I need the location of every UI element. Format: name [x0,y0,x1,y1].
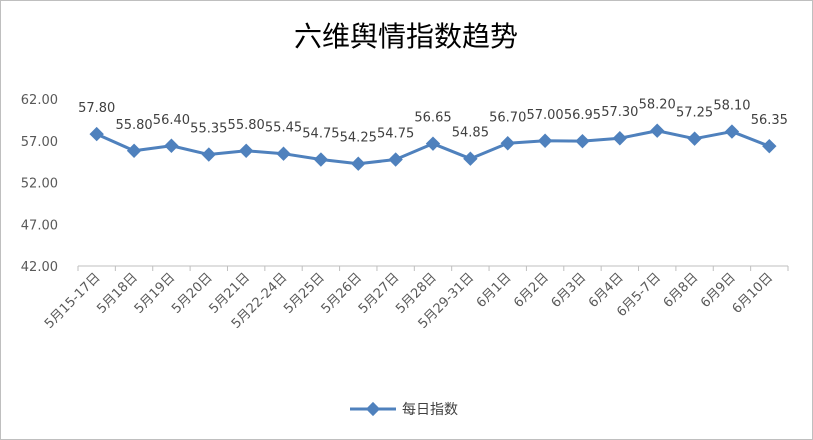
data-label: 56.65 [414,111,451,126]
data-point-marker [500,136,515,151]
data-point-marker [126,143,142,158]
legend-label: 每日指数 [402,402,458,418]
x-tick-label: 5月19日 [132,270,179,317]
data-label: 57.25 [676,106,713,121]
data-point-marker [388,152,403,167]
data-point-marker [687,131,702,146]
data-label: 55.80 [228,118,265,133]
data-point-marker [276,146,291,161]
data-label: 57.30 [601,105,638,120]
data-label: 56.95 [564,108,601,123]
data-label: 56.35 [751,113,788,128]
y-tick-label: 47.00 [21,218,58,233]
x-tick-label: 5月26日 [319,270,366,317]
data-point-marker [650,123,665,138]
data-point-marker [164,138,179,153]
x-tick-label: 5月18日 [94,270,141,317]
data-point-marker [762,138,777,154]
data-label: 58.20 [639,98,676,113]
data-label: 54.75 [302,127,339,142]
series-line-group [89,123,777,171]
data-label: 57.80 [78,101,115,116]
x-tick-label: 6月10日 [730,270,777,317]
x-tick-label: 5月20日 [169,270,216,317]
data-label: 57.00 [526,108,563,123]
data-point-marker [537,133,553,148]
x-tick-label: 5月15-17日 [42,270,104,332]
data-point-marker [351,156,366,171]
data-point-marker [201,147,216,162]
y-tick-label: 42.00 [21,260,58,275]
data-label: 55.80 [115,118,152,133]
legend: 每日指数 [350,401,458,418]
data-label: 55.45 [265,121,302,136]
y-tick-label: 62.00 [21,93,58,108]
x-axis: 5月15-17日5月18日5月19日5月20日5月21日5月22-24日5月25… [42,265,789,332]
data-label: 56.70 [489,110,526,125]
x-tick-label: 5月25日 [281,270,328,317]
data-point-marker [575,133,590,149]
data-point-marker [425,136,441,151]
y-tick-label: 57.00 [21,135,58,150]
data-label: 54.25 [340,131,377,146]
data-label: 55.35 [190,122,227,137]
data-point-marker [313,152,329,167]
data-label: 54.75 [377,127,414,142]
y-axis: 42.00 47.00 52.00 57.00 62.00 [21,93,58,275]
data-point-marker [724,124,740,139]
data-point-marker [612,131,628,146]
data-label: 54.85 [452,126,489,141]
data-point-marker [463,151,478,166]
data-point-marker [238,143,254,158]
y-tick-label: 52.00 [21,177,58,192]
x-tick-label: 5月27日 [356,270,403,317]
x-tick-label: 6月2日 [511,270,552,311]
chart-title: 六维舆情指数趋势 [294,20,518,53]
data-label: 58.10 [713,99,750,114]
x-tick-label: 6月3日 [549,270,590,311]
data-label: 56.40 [153,113,190,128]
data-point-marker [89,126,104,142]
legend-marker-icon [365,401,381,417]
x-tick-label: 6月1日 [474,270,515,311]
x-tick-label: 6月8日 [661,270,702,311]
